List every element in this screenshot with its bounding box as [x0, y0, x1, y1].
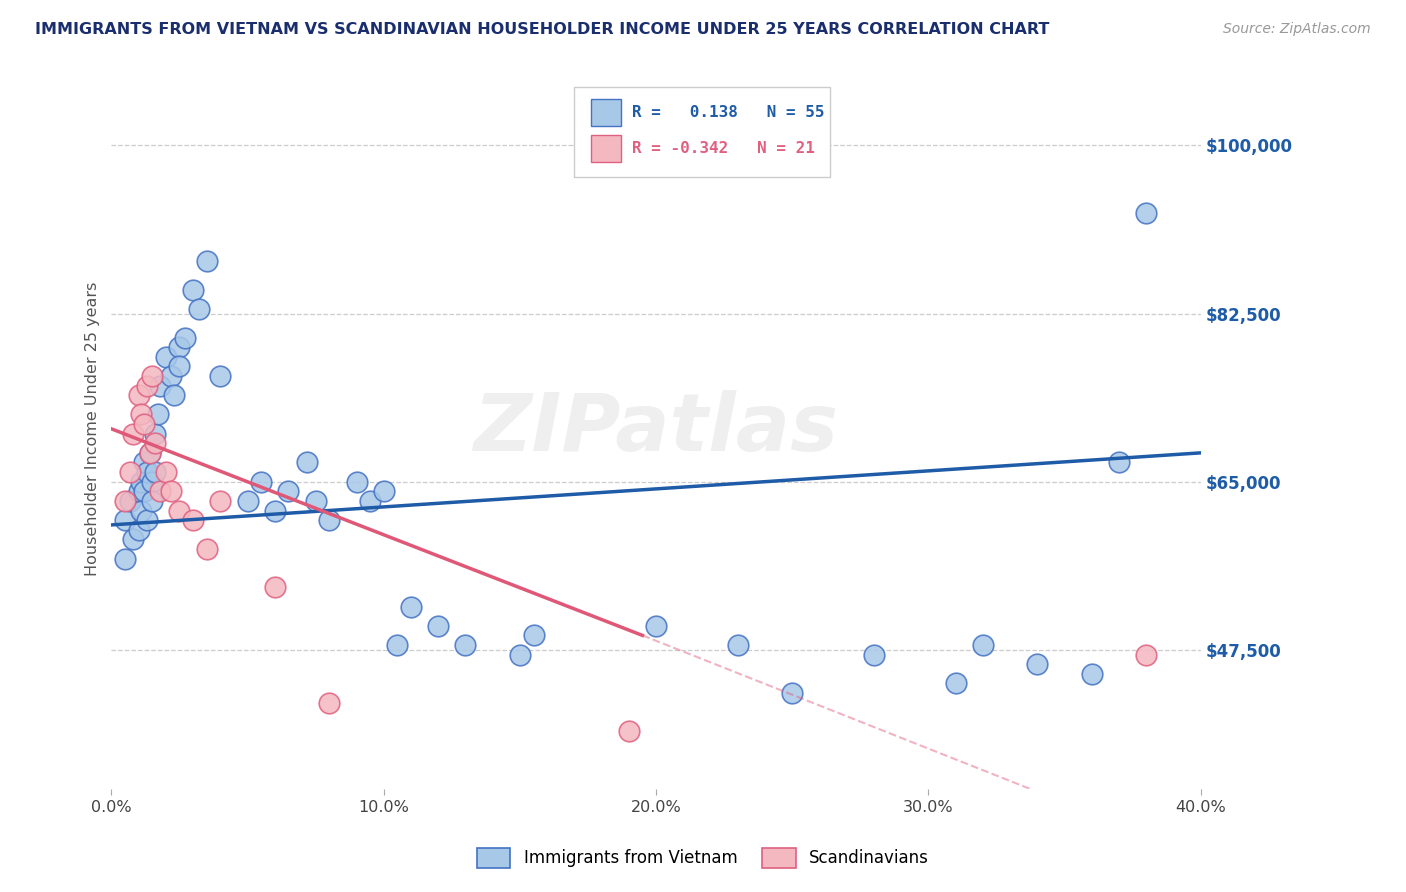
Point	[146, 408, 169, 422]
FancyBboxPatch shape	[591, 99, 621, 126]
Point	[163, 388, 186, 402]
Y-axis label: Householder Income Under 25 years: Householder Income Under 25 years	[86, 282, 100, 576]
Point	[141, 475, 163, 489]
Point	[174, 330, 197, 344]
Point	[143, 426, 166, 441]
Point	[509, 648, 531, 662]
Point	[143, 436, 166, 450]
Point	[1026, 657, 1049, 672]
Point	[727, 638, 749, 652]
Point	[169, 340, 191, 354]
Point	[169, 359, 191, 374]
Legend: Immigrants from Vietnam, Scandinavians: Immigrants from Vietnam, Scandinavians	[471, 841, 935, 875]
Point	[135, 513, 157, 527]
Point	[359, 494, 381, 508]
Text: ZIPatlas: ZIPatlas	[474, 390, 838, 467]
Point	[209, 369, 232, 384]
Point	[160, 484, 183, 499]
Text: R =   0.138   N = 55: R = 0.138 N = 55	[633, 105, 824, 120]
Point	[131, 475, 153, 489]
Point	[373, 484, 395, 499]
Point	[155, 350, 177, 364]
Text: IMMIGRANTS FROM VIETNAM VS SCANDINAVIAN HOUSEHOLDER INCOME UNDER 25 YEARS CORREL: IMMIGRANTS FROM VIETNAM VS SCANDINAVIAN …	[35, 22, 1049, 37]
Point	[122, 533, 145, 547]
FancyBboxPatch shape	[591, 135, 621, 162]
Point	[187, 301, 209, 316]
Point	[263, 580, 285, 594]
Point	[863, 648, 886, 662]
Point	[645, 619, 668, 633]
Point	[169, 503, 191, 517]
Point	[209, 494, 232, 508]
Point	[120, 494, 142, 508]
Point	[131, 408, 153, 422]
Point	[135, 465, 157, 479]
Point	[122, 426, 145, 441]
Point	[114, 513, 136, 527]
Point	[138, 446, 160, 460]
Point	[131, 503, 153, 517]
Point	[399, 599, 422, 614]
Point	[138, 446, 160, 460]
Point	[132, 455, 155, 469]
Point	[141, 494, 163, 508]
Point	[114, 551, 136, 566]
Point	[128, 388, 150, 402]
Point	[945, 676, 967, 690]
Point	[141, 369, 163, 384]
Point	[195, 253, 218, 268]
Text: Source: ZipAtlas.com: Source: ZipAtlas.com	[1223, 22, 1371, 37]
Point	[1135, 648, 1157, 662]
Text: R = -0.342   N = 21: R = -0.342 N = 21	[633, 141, 815, 156]
Point	[305, 494, 328, 508]
Point	[346, 475, 368, 489]
Point	[318, 513, 340, 527]
Point	[114, 494, 136, 508]
Point	[277, 484, 299, 499]
Point	[128, 484, 150, 499]
Point	[1108, 455, 1130, 469]
Point	[120, 465, 142, 479]
Point	[318, 696, 340, 710]
Point	[132, 417, 155, 431]
Point	[1135, 205, 1157, 219]
Point	[135, 378, 157, 392]
Point	[263, 503, 285, 517]
Point	[128, 523, 150, 537]
FancyBboxPatch shape	[575, 87, 831, 177]
Point	[297, 455, 319, 469]
Point	[454, 638, 477, 652]
Point	[181, 513, 204, 527]
Point	[972, 638, 994, 652]
Point	[143, 465, 166, 479]
Point	[617, 724, 640, 739]
Point	[149, 378, 172, 392]
Point	[236, 494, 259, 508]
Point	[160, 369, 183, 384]
Point	[149, 484, 172, 499]
Point	[250, 475, 273, 489]
Point	[195, 541, 218, 556]
Point	[522, 628, 544, 642]
Point	[181, 283, 204, 297]
Point	[427, 619, 450, 633]
Point	[132, 484, 155, 499]
Point	[780, 686, 803, 700]
Point	[387, 638, 409, 652]
Point	[1081, 666, 1104, 681]
Point	[155, 465, 177, 479]
